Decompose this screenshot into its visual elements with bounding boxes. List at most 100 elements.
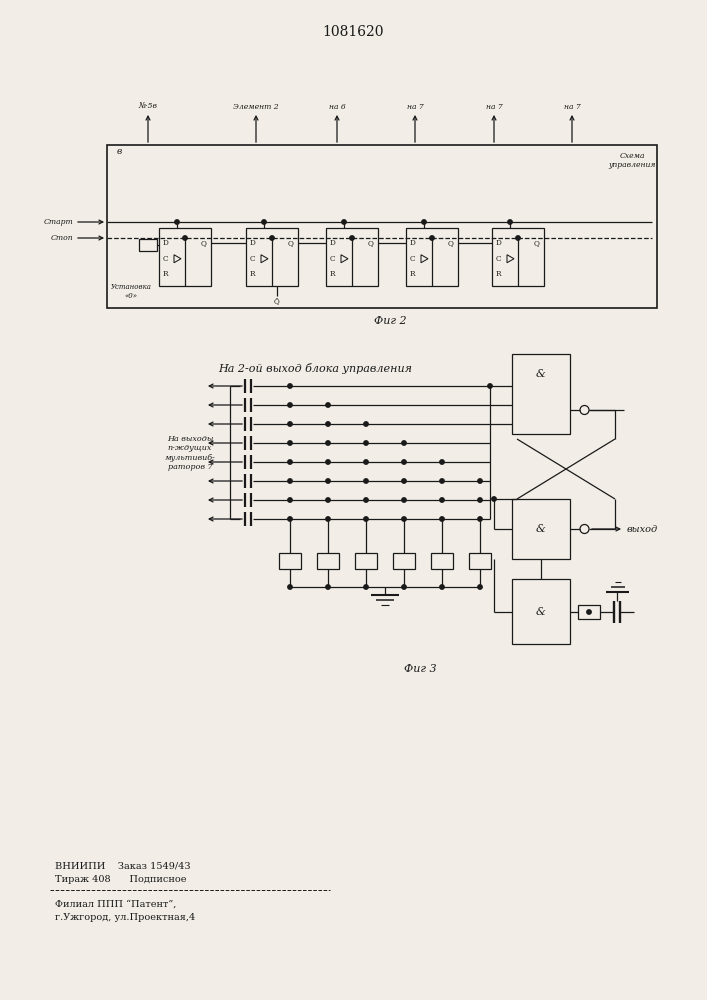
Circle shape xyxy=(440,585,444,589)
Circle shape xyxy=(402,479,407,483)
Circle shape xyxy=(288,441,292,445)
Circle shape xyxy=(478,517,482,521)
Text: C: C xyxy=(496,255,501,263)
Circle shape xyxy=(326,403,330,407)
Circle shape xyxy=(326,441,330,445)
Circle shape xyxy=(183,236,187,240)
Text: Установка
«0»: Установка «0» xyxy=(110,283,151,300)
Circle shape xyxy=(364,498,368,502)
Bar xyxy=(512,499,570,559)
Text: на 7: на 7 xyxy=(407,103,423,111)
Text: R: R xyxy=(330,270,336,278)
Text: на 7: на 7 xyxy=(486,103,503,111)
Text: Элемент 2: Элемент 2 xyxy=(233,103,279,111)
Text: Тираж 408      Подписное: Тираж 408 Подписное xyxy=(55,876,187,884)
Text: Q: Q xyxy=(368,239,374,247)
Text: Q: Q xyxy=(201,239,207,247)
Circle shape xyxy=(440,498,444,502)
Circle shape xyxy=(364,422,368,426)
Text: в: в xyxy=(117,147,122,156)
Text: на 7: на 7 xyxy=(563,103,580,111)
Circle shape xyxy=(364,441,368,445)
Circle shape xyxy=(326,498,330,502)
Text: На 2-ой выход блока управления: На 2-ой выход блока управления xyxy=(218,362,412,373)
Text: D: D xyxy=(330,239,336,247)
Bar xyxy=(326,228,378,286)
Circle shape xyxy=(587,610,591,614)
Text: Схема
управления: Схема управления xyxy=(608,152,655,169)
Bar xyxy=(159,228,211,286)
Text: Стоп: Стоп xyxy=(50,234,73,242)
Circle shape xyxy=(402,498,407,502)
Circle shape xyxy=(326,422,330,426)
Bar xyxy=(317,553,339,569)
Text: г.Ужгород, ул.Проектная,4: г.Ужгород, ул.Проектная,4 xyxy=(55,914,195,922)
Bar xyxy=(431,553,453,569)
Text: D: D xyxy=(496,239,502,247)
Text: R: R xyxy=(163,270,168,278)
Bar xyxy=(107,145,657,308)
Text: Q: Q xyxy=(534,239,540,247)
Circle shape xyxy=(440,517,444,521)
Text: Старт: Старт xyxy=(43,218,73,226)
Text: 1081620: 1081620 xyxy=(322,25,384,39)
Circle shape xyxy=(478,479,482,483)
Circle shape xyxy=(488,384,492,388)
Circle shape xyxy=(326,517,330,521)
Circle shape xyxy=(478,498,482,502)
Circle shape xyxy=(326,479,330,483)
Circle shape xyxy=(478,585,482,589)
Circle shape xyxy=(364,585,368,589)
Circle shape xyxy=(288,422,292,426)
Text: Фиг 3: Фиг 3 xyxy=(404,664,436,674)
Bar xyxy=(578,605,600,619)
Bar xyxy=(279,553,301,569)
Text: R: R xyxy=(410,270,416,278)
Text: C: C xyxy=(163,255,168,263)
Circle shape xyxy=(350,236,354,240)
Circle shape xyxy=(402,585,407,589)
Circle shape xyxy=(430,236,434,240)
Text: C: C xyxy=(410,255,416,263)
Circle shape xyxy=(402,441,407,445)
Circle shape xyxy=(270,236,274,240)
Text: D: D xyxy=(410,239,416,247)
Circle shape xyxy=(326,460,330,464)
Bar xyxy=(355,553,377,569)
Circle shape xyxy=(440,460,444,464)
Text: C: C xyxy=(250,255,255,263)
Text: №·5в: №·5в xyxy=(139,103,158,111)
Circle shape xyxy=(288,384,292,388)
Bar xyxy=(246,228,298,286)
Text: R: R xyxy=(250,270,255,278)
Bar xyxy=(512,579,570,644)
Circle shape xyxy=(326,585,330,589)
Circle shape xyxy=(516,236,520,240)
Circle shape xyxy=(288,479,292,483)
Circle shape xyxy=(402,460,407,464)
Circle shape xyxy=(175,220,179,224)
Circle shape xyxy=(422,220,426,224)
Circle shape xyxy=(288,460,292,464)
Bar xyxy=(139,239,157,251)
Text: D: D xyxy=(250,239,256,247)
Text: на 6: на 6 xyxy=(329,103,346,111)
Text: &: & xyxy=(536,369,546,379)
Circle shape xyxy=(440,479,444,483)
Circle shape xyxy=(262,220,267,224)
Text: R: R xyxy=(496,270,501,278)
Bar xyxy=(512,354,570,434)
Text: Фиг 2: Фиг 2 xyxy=(374,316,407,326)
Circle shape xyxy=(288,585,292,589)
Text: &: & xyxy=(536,607,546,617)
Bar xyxy=(469,553,491,569)
Text: C: C xyxy=(330,255,336,263)
Bar xyxy=(406,228,458,286)
Text: выход: выход xyxy=(627,524,658,534)
Circle shape xyxy=(402,517,407,521)
Circle shape xyxy=(341,220,346,224)
Circle shape xyxy=(508,220,512,224)
Bar xyxy=(492,228,544,286)
Text: ВНИИПИ    Заказ 1549/43: ВНИИПИ Заказ 1549/43 xyxy=(55,861,191,870)
Bar xyxy=(393,553,415,569)
